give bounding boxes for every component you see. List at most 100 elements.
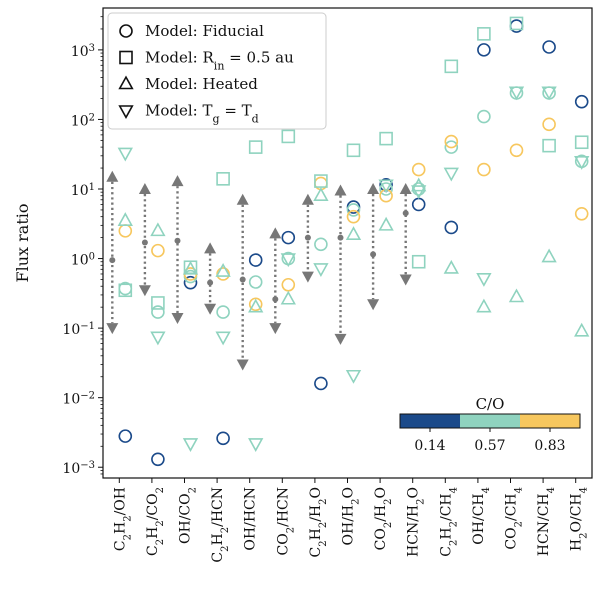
x-tick-label: C2H2/OH [112,487,133,551]
model-point [151,296,165,310]
range-lower-arrow [399,274,412,286]
model-point [542,138,556,153]
model-point [215,263,231,277]
x-tick-label: OH/H2O [341,487,362,545]
colorbar-segment [400,414,460,428]
range-lower-arrow [204,303,217,315]
range-lower-arrow [269,323,282,335]
legend-marker [118,75,134,90]
range-median [174,237,181,244]
range-lower-arrow [367,299,380,311]
range-lower-arrow [334,333,347,345]
y-axis: 10−3 10−2 10−1 100 101 102 103 [62,16,103,478]
model-point [345,369,362,384]
y-axis-label: Flux ratio [13,204,32,283]
model-point [183,275,198,290]
model-point [314,376,328,391]
model-point [379,182,393,196]
model-point [280,290,296,305]
model-point [574,206,589,221]
model-point [216,305,230,319]
model-point [574,94,589,109]
model-point [314,237,328,252]
model-point [216,172,230,186]
model-point [574,135,589,150]
colorbar-label: 0.14 [414,438,445,454]
model-point [314,174,328,188]
model-point [509,19,524,33]
model-point [477,43,491,57]
legend-marker [118,105,134,120]
observed-ranges [106,170,412,371]
model-point [182,260,199,275]
model-point [151,305,165,319]
model-point [346,209,361,224]
model-point [476,298,492,313]
x-tick-label: C2H2/CO2 [145,487,166,556]
model-point [216,267,230,281]
model-markers [117,16,590,467]
colorbar-label: 0.83 [534,438,565,454]
range-lower-arrow [301,271,314,283]
model-point [541,86,557,101]
range-median [337,234,344,241]
legend-label: Model: Heated [145,75,258,93]
y-tick-label: 101 [71,181,95,199]
model-point [346,143,361,158]
legend: Model: Fiducial Model: Rin = 0.5 au Model:… [107,12,327,130]
model-point [281,277,296,292]
x-tick-label: CO2/H2O [373,487,394,550]
model-point [542,117,556,132]
model-point [281,129,296,144]
model-point [280,253,296,268]
model-point [411,254,426,269]
model-point [508,288,525,303]
x-tick-label: H2O/CH4 [569,487,590,551]
model-point [444,220,459,235]
x-tick-label: C2H2/HCN [210,487,231,563]
model-point [215,331,231,346]
colorbar-segment [460,414,520,428]
model-point [444,134,459,149]
range-median [272,296,279,303]
model-point [151,243,165,258]
range-median [370,251,377,258]
model-point [117,212,133,227]
x-tick-label: OH/HCN [243,487,259,551]
y-tick-label: 102 [71,112,95,130]
range-median [239,276,246,283]
model-point [313,187,329,202]
model-point [476,273,492,287]
range-upper-arrow [399,182,412,194]
range-upper-arrow [171,175,184,187]
model-point [508,86,525,101]
colorbar: C/O 0.14 0.57 0.83 [399,395,581,454]
x-tick-label: OH/CO2 [178,487,199,544]
model-point [411,177,427,192]
model-point [281,230,296,245]
x-tick-label: C2H2/CH4 [438,487,459,557]
model-point [313,263,329,278]
range-upper-arrow [301,193,314,205]
model-point [345,226,362,241]
model-point [118,429,133,443]
model-point [411,162,426,177]
colorbar-title: C/O [476,395,505,413]
colorbar-segment [520,414,580,428]
model-point [477,109,491,124]
model-point [509,16,524,31]
model-point [346,203,361,217]
x-tick-label: CO2/HCN [275,487,296,555]
model-point [248,438,264,452]
model-point [248,140,263,154]
model-point [477,162,491,177]
model-point [117,147,133,162]
legend-box [107,12,327,130]
range-upper-arrow [204,242,217,254]
model-point [248,253,263,267]
y-tick-label: 10−3 [62,460,95,478]
model-point [182,438,199,452]
range-lower-arrow [236,359,249,371]
range-lower-arrow [138,285,151,297]
